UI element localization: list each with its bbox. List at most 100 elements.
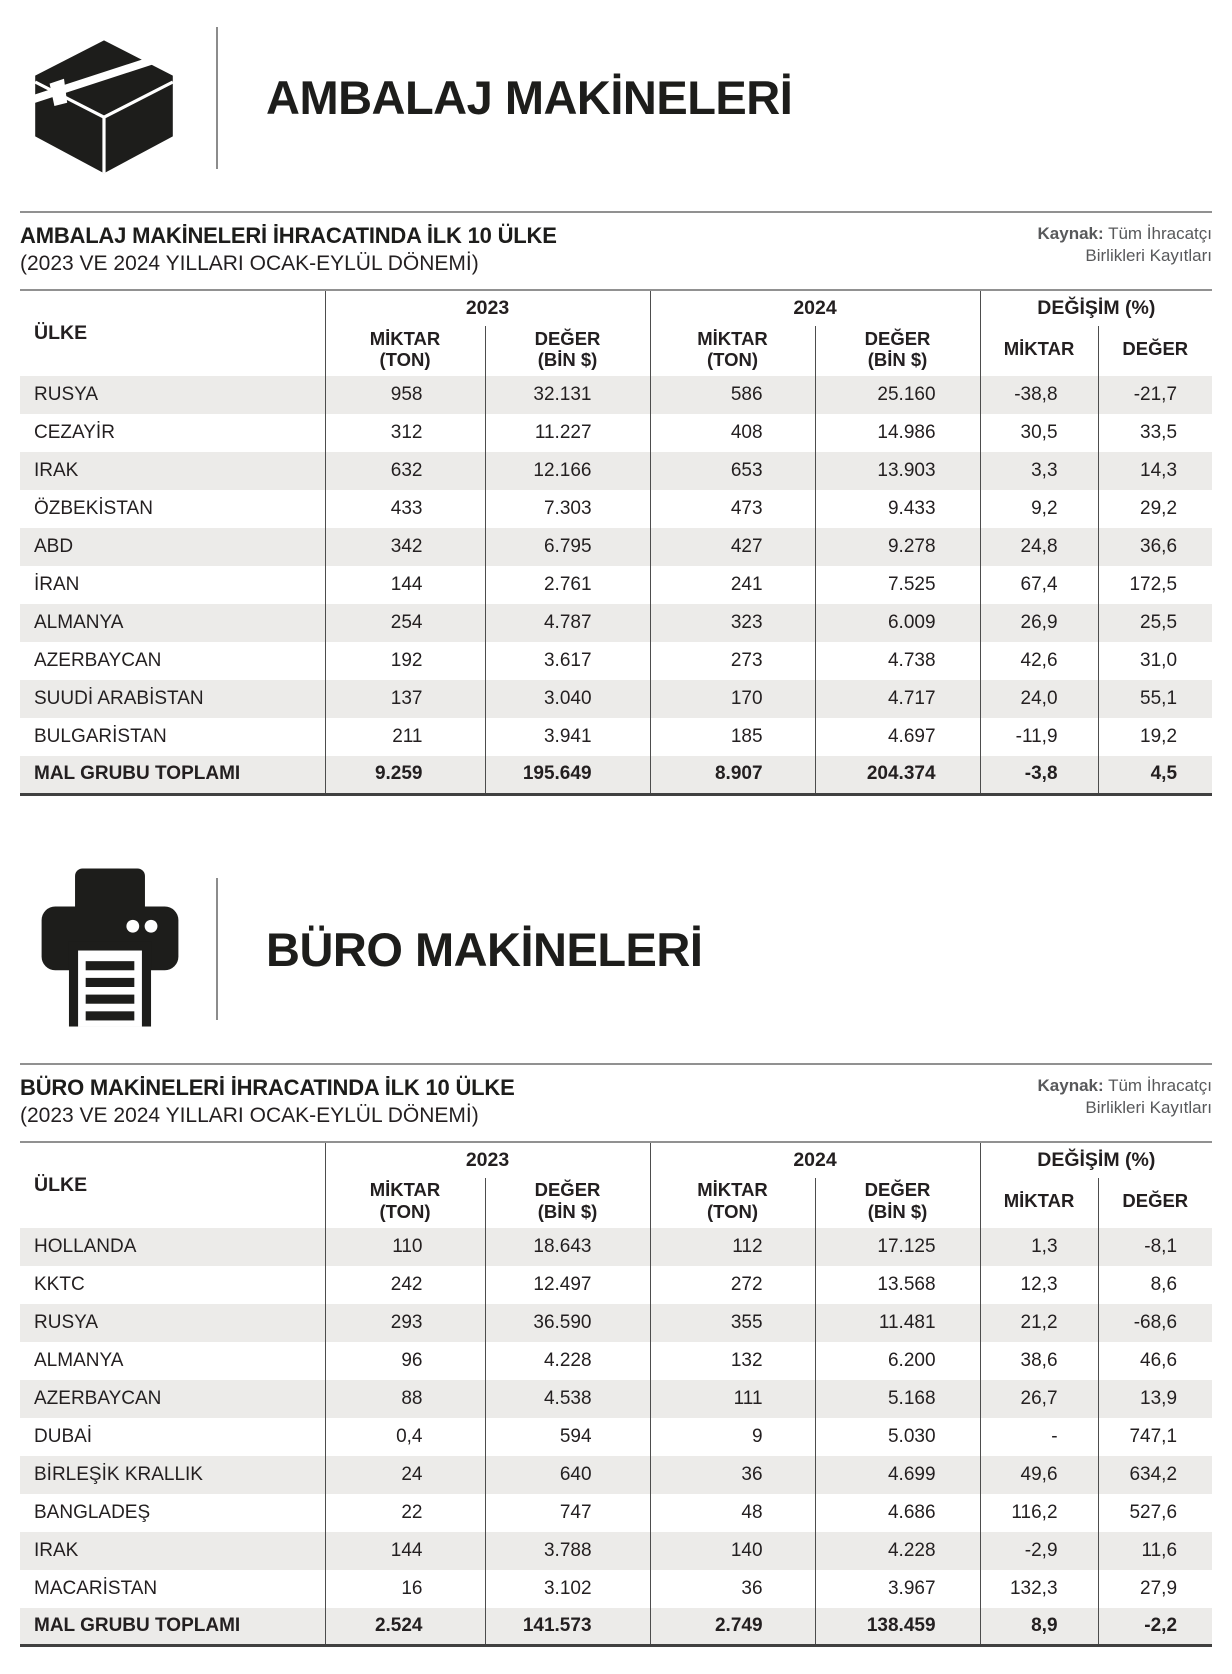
column-group-change: DEĞİŞİM (%) [979, 1141, 1213, 1178]
value-cell: 747,1 [1097, 1417, 1213, 1456]
value-cell: 6.795 [484, 528, 651, 566]
value-cell: 3.788 [484, 1531, 651, 1570]
column-header-val-2024: DEĞER (BİN $) [814, 326, 981, 376]
value-cell: 594 [484, 1417, 651, 1456]
value-cell: 312 [324, 414, 485, 452]
value-cell: 96 [324, 1341, 485, 1380]
table-row: AZERBAYCAN 88 4.538 111 5.168 26,7 13,9 [20, 1379, 1213, 1418]
value-cell: 2.524 [324, 1607, 485, 1646]
table-block: AMBALAJ MAKİNELERİ İHRACATINDA İLK 10 ÜL… [20, 211, 1213, 796]
value-cell: -2,2 [1097, 1607, 1213, 1646]
value-cell: 1,3 [979, 1227, 1099, 1266]
value-cell: 42,6 [979, 642, 1099, 680]
value-cell: 14.986 [814, 414, 981, 452]
table-row: BANGLADEŞ 22 747 48 4.686 116,2 527,6 [20, 1493, 1213, 1532]
value-cell: 7.525 [814, 566, 981, 604]
column-header-country: ÜLKE [34, 322, 88, 344]
column-header-qty-2023: MİKTAR (TON) [324, 326, 485, 376]
value-cell: 22 [324, 1493, 485, 1532]
value-cell: 88 [324, 1379, 485, 1418]
value-cell: -68,6 [1097, 1303, 1213, 1342]
value-cell: 2.761 [484, 566, 651, 604]
value-cell: 36,6 [1097, 528, 1213, 566]
value-cell: 9.278 [814, 528, 981, 566]
table-source: Kaynak: Tüm İhracatçı Birlikleri Kayıtla… [1007, 223, 1212, 267]
value-cell: 132 [649, 1341, 816, 1380]
value-cell: 8,6 [1097, 1265, 1213, 1304]
value-cell: 8,9 [979, 1607, 1099, 1646]
value-cell: 25.160 [814, 376, 981, 414]
value-cell: -11,9 [979, 718, 1099, 756]
section-icon-wrap [20, 865, 216, 1033]
value-cell: 24,8 [979, 528, 1099, 566]
value-cell: 3.967 [814, 1569, 981, 1608]
value-cell: 12.497 [484, 1265, 651, 1304]
section-header: AMBALAJ MAKİNELERİ [20, 10, 1212, 185]
value-cell: 3.102 [484, 1569, 651, 1608]
value-cell: 49,6 [979, 1455, 1099, 1494]
total-row: MAL GRUBU TOPLAMI 9.259 195.649 8.907 204.37… [20, 756, 1213, 794]
value-cell: 211 [324, 718, 485, 756]
value-cell: 355 [649, 1303, 816, 1342]
value-cell: 170 [649, 680, 816, 718]
country-cell: ABD [34, 536, 74, 557]
table-row: MACARİSTAN 16 3.102 36 3.967 132,3 27,9 [20, 1569, 1213, 1608]
country-cell: MAL GRUBU TOPLAMI [34, 763, 241, 785]
value-cell: 195.649 [484, 756, 651, 794]
source-text: Tüm İhracatçı Birlikleri Kayıtları [1085, 1075, 1212, 1117]
value-cell: -21,7 [1097, 376, 1213, 414]
table-row: ALMANYA 254 4.787 323 6.009 26,9 25,5 [20, 604, 1213, 642]
export-table: ÜLKE 2023 2024 DEĞİŞİM (%) MİKTAR (TON) D… [20, 289, 1213, 796]
value-cell: 4,5 [1097, 756, 1213, 794]
table-source: Kaynak: Tüm İhracatçı Birlikleri Kayıtla… [1007, 1075, 1212, 1119]
value-cell: 19,2 [1097, 718, 1213, 756]
value-cell: 9 [649, 1417, 816, 1456]
table-row: ABD 342 6.795 427 9.278 24,8 36,6 [20, 528, 1213, 566]
column-header-change-qty: MİKTAR [979, 326, 1099, 376]
table-row: CEZAYİR 312 11.227 408 14.986 30,5 33,5 [20, 414, 1213, 452]
value-cell: 27,9 [1097, 1569, 1213, 1608]
value-cell: 21,2 [979, 1303, 1099, 1342]
value-cell: 112 [649, 1227, 816, 1266]
value-cell: 31,0 [1097, 642, 1213, 680]
value-cell: 640 [484, 1455, 651, 1494]
value-cell: 433 [324, 490, 485, 528]
value-cell: 3.617 [484, 642, 651, 680]
value-cell: 55,1 [1097, 680, 1213, 718]
column-group-2023: 2023 [324, 290, 651, 326]
category-section: BÜRO MAKİNELERİ BÜRO MAKİNELERİ İHRACATI… [20, 862, 1213, 1648]
value-cell: 527,6 [1097, 1493, 1213, 1532]
value-cell: 141.573 [484, 1607, 651, 1646]
country-cell: IRAK [34, 1539, 79, 1561]
column-group-change: DEĞİŞİM (%) [979, 290, 1213, 326]
vertical-divider [216, 26, 218, 169]
value-cell: -2,9 [979, 1531, 1099, 1570]
value-cell: 408 [649, 414, 816, 452]
value-cell: 24 [324, 1455, 485, 1494]
country-cell: ALMANYA [34, 612, 124, 633]
value-cell: 30,5 [979, 414, 1099, 452]
value-cell: 7.303 [484, 490, 651, 528]
table-row: İRAN 144 2.761 241 7.525 67,4 172,5 [20, 566, 1213, 604]
value-cell: 632 [324, 452, 485, 490]
value-cell: 241 [649, 566, 816, 604]
section-title: BÜRO MAKİNELERİ [266, 922, 703, 976]
value-cell: -38,8 [979, 376, 1099, 414]
table-row: RUSYA 958 32.131 586 25.160 -38,8 -21,7 [20, 376, 1213, 414]
value-cell: 242 [324, 1265, 485, 1304]
value-cell: 172,5 [1097, 566, 1213, 604]
value-cell: 8.907 [649, 756, 816, 794]
column-header-val-2023: DEĞER (BİN $) [484, 1177, 651, 1228]
table-row: IRAK 144 3.788 140 4.228 -2,9 11,6 [20, 1531, 1213, 1570]
value-cell: 13,9 [1097, 1379, 1213, 1418]
column-header-val-2024: DEĞER (BİN $) [814, 1177, 981, 1228]
country-cell: AZERBAYCAN [34, 650, 162, 671]
value-cell: 586 [649, 376, 816, 414]
table-title: BÜRO MAKİNELERİ İHRACATINDA İLK 10 ÜLKE [20, 1074, 515, 1100]
value-cell: 13.568 [814, 1265, 981, 1304]
column-header-change-val: DEĞER [1097, 326, 1213, 376]
vertical-divider [216, 878, 218, 1020]
value-cell: 204.374 [814, 756, 981, 794]
value-cell: 3.040 [484, 680, 651, 718]
table-header: ÜLKE 2023 2024 DEĞİŞİM (%) MİKTAR (TON) D… [20, 1141, 1213, 1228]
